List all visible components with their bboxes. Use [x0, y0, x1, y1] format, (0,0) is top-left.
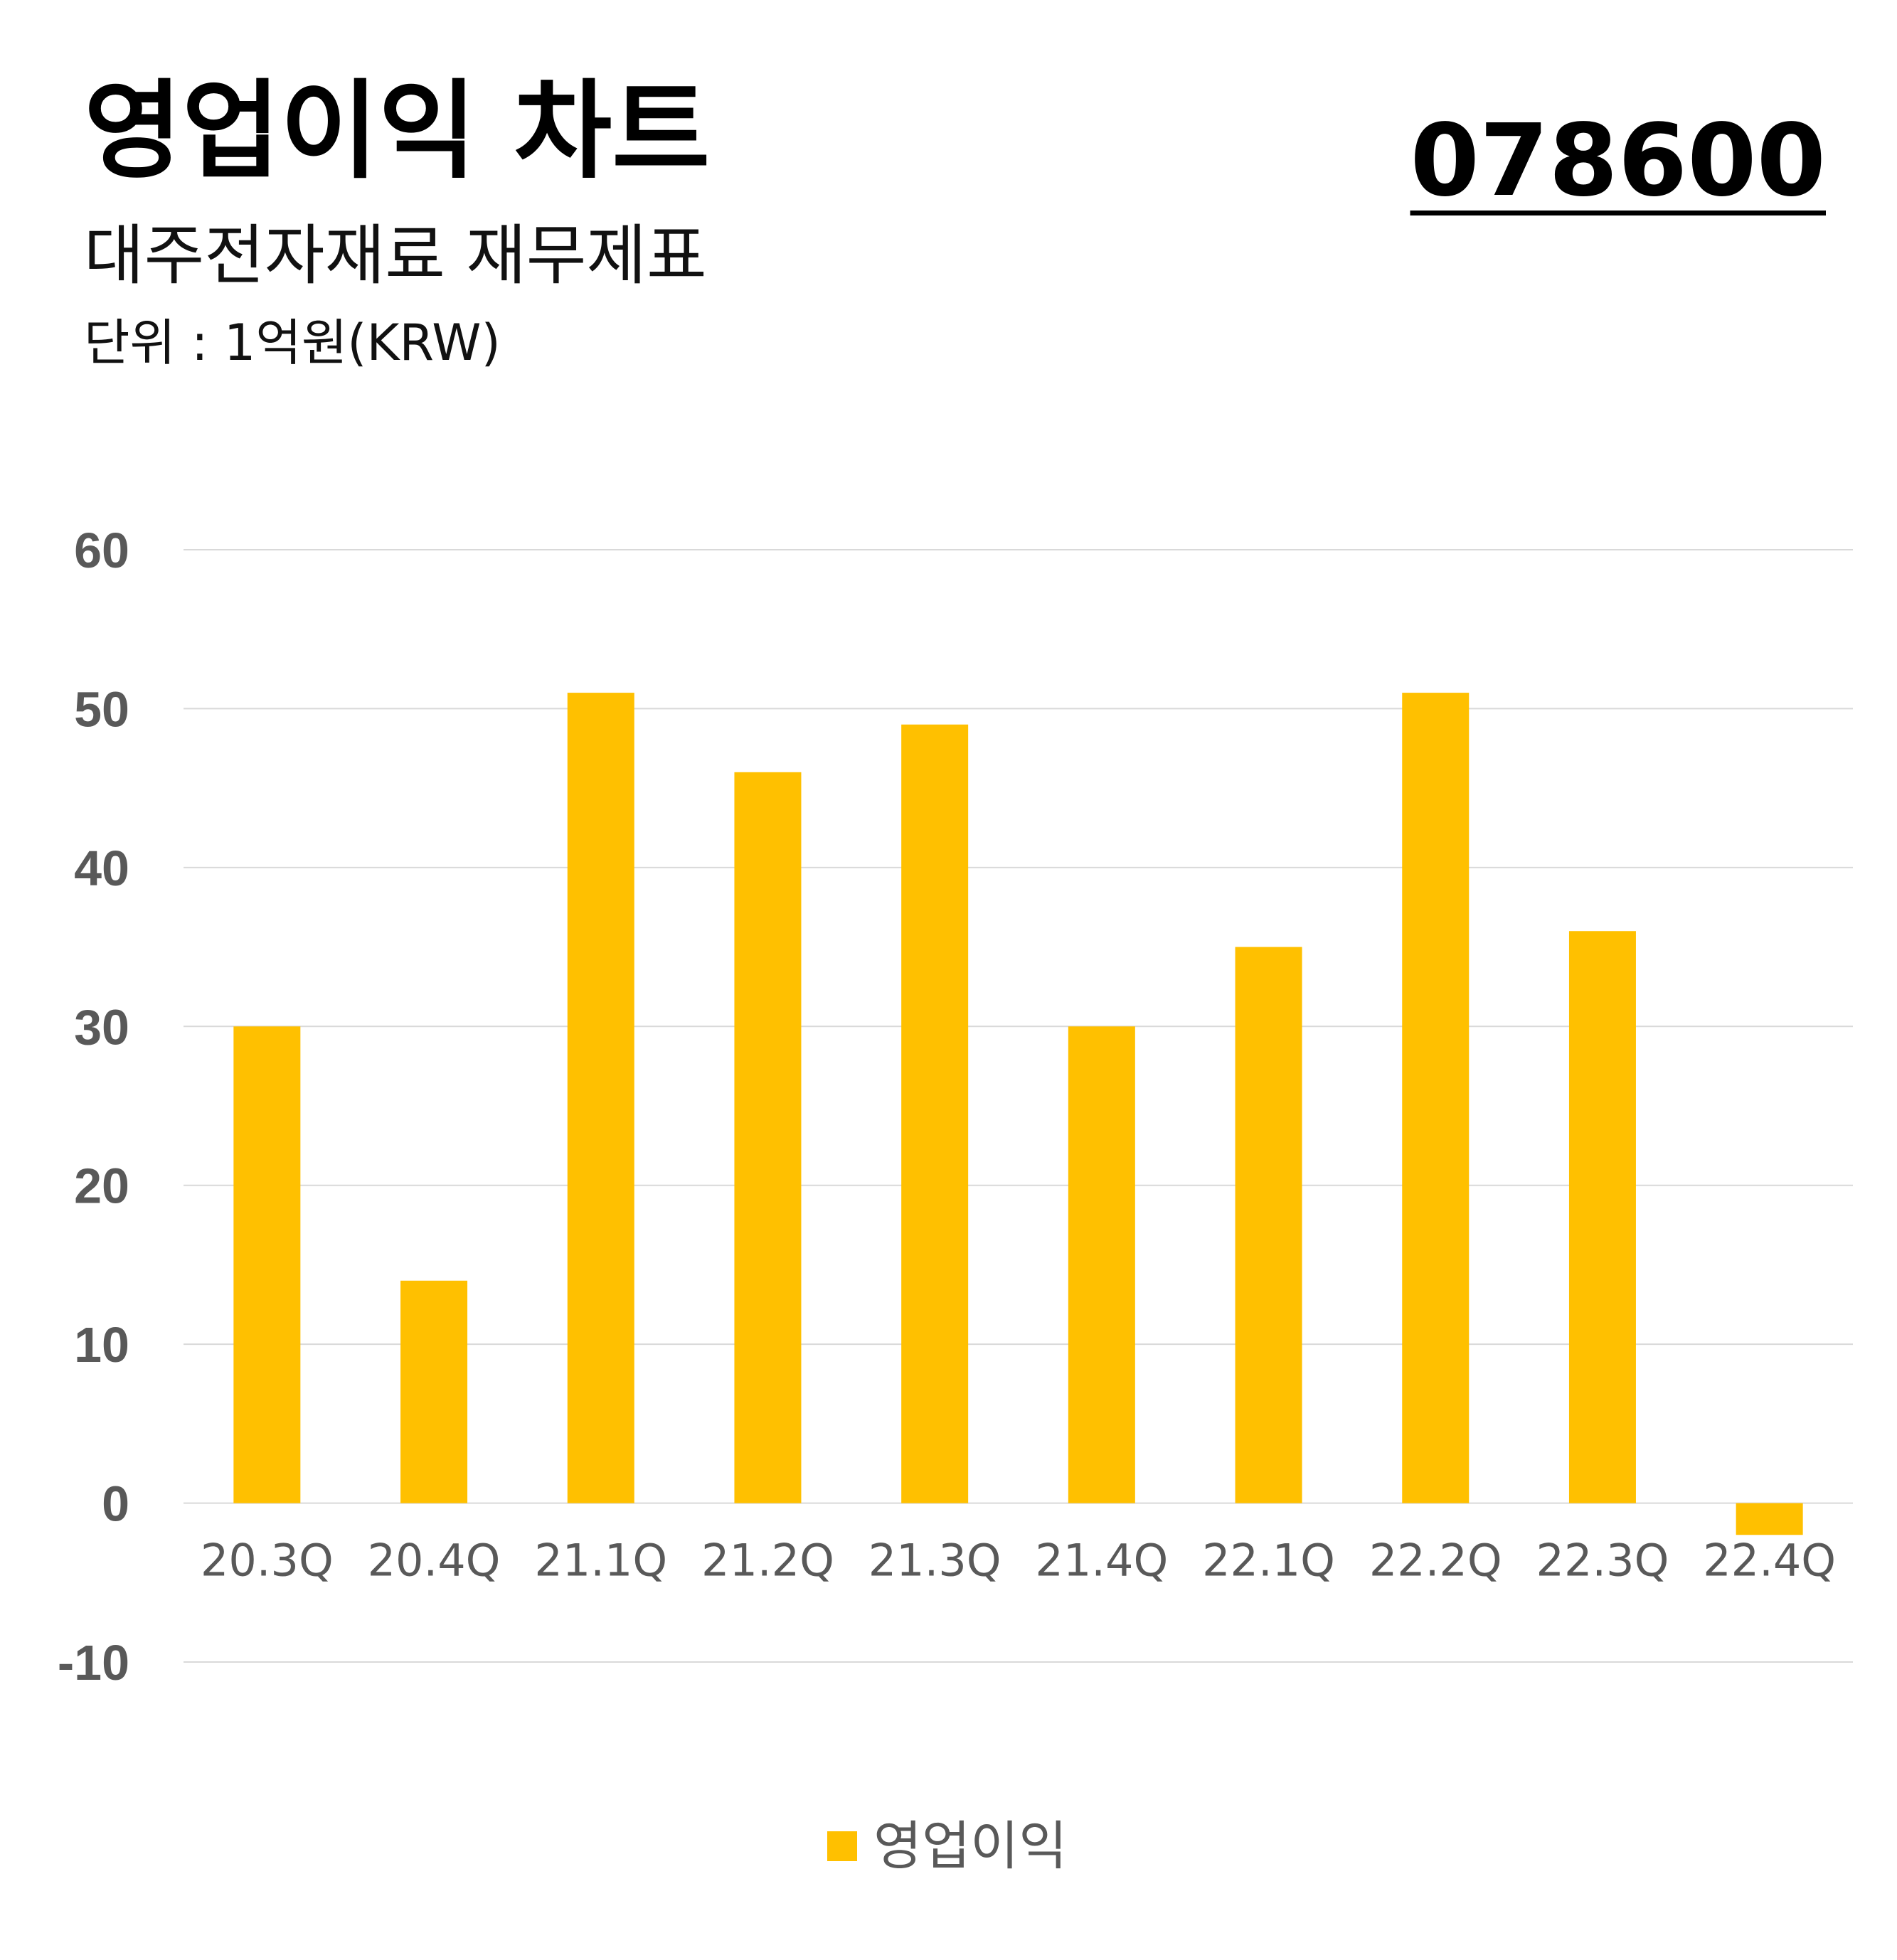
y-tick-label: 30 — [74, 999, 129, 1055]
x-tick-label: 22.1Q — [1202, 1535, 1335, 1587]
y-tick-label: -10 — [58, 1635, 129, 1690]
bar-21.1Q — [567, 693, 634, 1503]
x-tick-label: 22.3Q — [1536, 1535, 1669, 1587]
x-tick-label: 21.3Q — [868, 1535, 1001, 1587]
bar-20.4Q — [400, 1280, 468, 1503]
bar-22.4Q — [1736, 1503, 1803, 1535]
chart-subtitle: 대주전자재료 재무제표 — [84, 218, 707, 294]
bar-21.3Q — [901, 724, 969, 1503]
y-tick-label: 50 — [74, 681, 129, 737]
stock-code: 078600 — [1410, 103, 1826, 219]
legend-label: 영업이익 — [873, 1816, 1067, 1877]
x-tick-label: 21.2Q — [701, 1535, 834, 1587]
chart-title: 영업이익 차트 — [84, 70, 711, 193]
bars — [233, 693, 1803, 1535]
x-tick-label: 20.4Q — [368, 1535, 501, 1587]
y-axis-ticks: 60 50 40 30 20 10 0 -10 — [58, 523, 129, 1690]
bar-21.4Q — [1068, 1026, 1135, 1503]
bar-22.3Q — [1568, 931, 1636, 1503]
legend-swatch — [827, 1831, 857, 1861]
x-tick-label: 21.4Q — [1035, 1535, 1168, 1587]
bar-21.2Q — [734, 772, 802, 1503]
y-tick-label: 40 — [74, 841, 129, 896]
x-tick-label: 22.2Q — [1369, 1535, 1502, 1587]
bar-22.2Q — [1402, 693, 1470, 1503]
y-tick-label: 0 — [102, 1476, 129, 1532]
x-tick-label: 22.4Q — [1703, 1535, 1836, 1587]
y-tick-label: 60 — [74, 523, 129, 578]
y-tick-label: 10 — [74, 1317, 129, 1373]
legend: 영업이익 — [827, 1816, 1067, 1877]
unit-label: 단위 : 1억원(KRW) — [84, 314, 501, 372]
x-tick-label: 20.3Q — [201, 1535, 334, 1587]
y-tick-label: 20 — [74, 1159, 129, 1214]
bar-22.1Q — [1235, 947, 1302, 1503]
x-tick-label: 21.1Q — [534, 1535, 667, 1587]
x-axis-ticks: 20.3Q 20.4Q 21.1Q 21.2Q 21.3Q 21.4Q 22.1Q 22.2Q… — [201, 1535, 1836, 1587]
bar-20.3Q — [233, 1026, 301, 1503]
